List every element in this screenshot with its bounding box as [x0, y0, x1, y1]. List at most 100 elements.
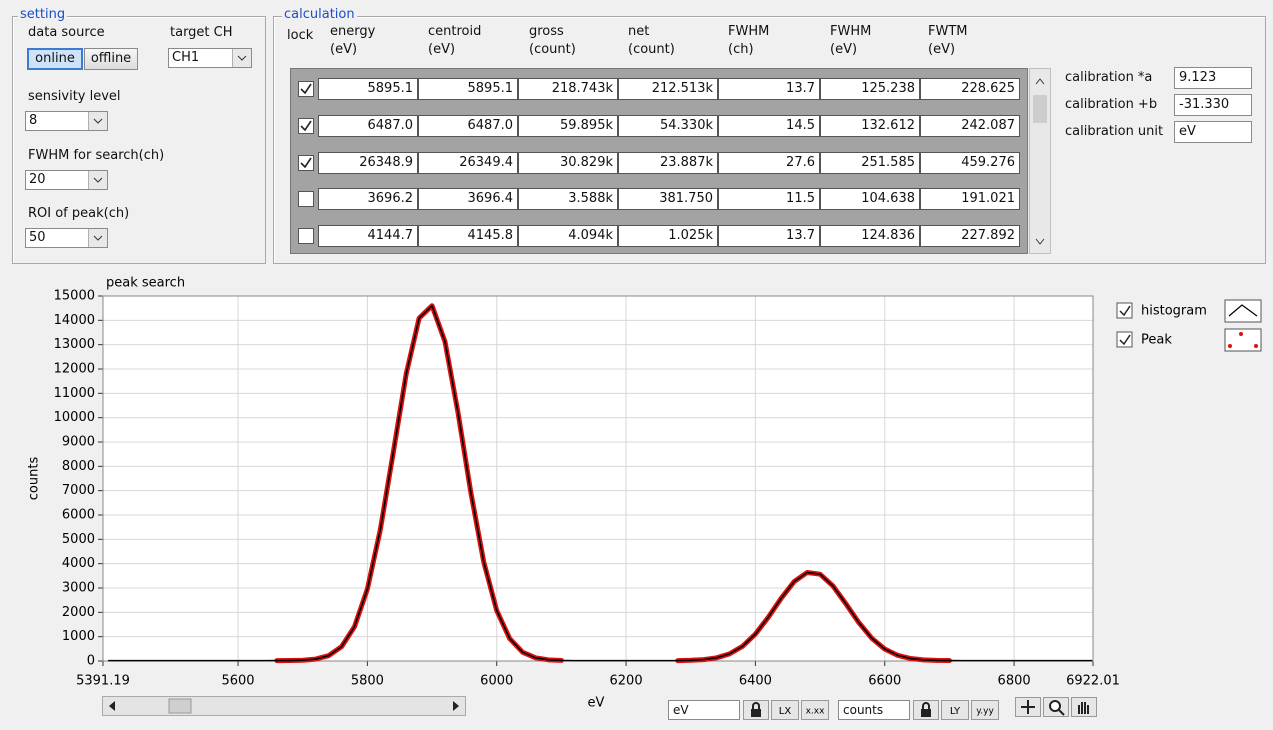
- y-tick-label: 12000: [54, 362, 95, 377]
- dropdown-arrow[interactable]: [232, 49, 251, 67]
- table-cell: 13.7: [718, 78, 820, 100]
- table-cell: 11.5: [718, 188, 820, 211]
- legend-check: [1119, 305, 1131, 317]
- column-header: (ch): [728, 42, 754, 57]
- legend-swatch: [1228, 344, 1232, 348]
- calibration-label: calibration *a: [1065, 70, 1153, 85]
- setting-panel: [12, 16, 266, 264]
- panel-title: setting: [18, 7, 68, 22]
- x-tick-label: 5391.19: [76, 674, 130, 689]
- column-header: (eV): [330, 42, 358, 57]
- table-cell: 5895.1: [318, 78, 418, 100]
- x-tick-label: 6600: [868, 674, 901, 689]
- table-cell: 4145.8: [418, 225, 518, 248]
- panel-title: calculation: [282, 7, 357, 22]
- pan-tool[interactable]: [1071, 697, 1097, 717]
- svg-text:LY: LY: [950, 706, 961, 717]
- x-tick-label: 5800: [351, 674, 384, 689]
- dropdown[interactable]: 8: [25, 111, 108, 131]
- column-header: FWHM: [728, 24, 770, 39]
- y-tick-label: 9000: [62, 435, 95, 450]
- dropdown[interactable]: 50: [25, 228, 108, 248]
- y-tick-label: 5000: [62, 532, 95, 547]
- column-header: gross: [529, 24, 564, 39]
- y-tick-label: 8000: [62, 459, 95, 474]
- table-cell: 54.330k: [618, 114, 718, 137]
- legend-checkbox: [1116, 302, 1133, 319]
- x-scrollbar[interactable]: [102, 696, 466, 716]
- calibration-label: calibration unit: [1065, 124, 1164, 139]
- dropdown-value: CH1: [172, 50, 200, 65]
- toggle-button[interactable]: offline: [84, 48, 138, 70]
- dropdown-arrow[interactable]: [88, 112, 107, 130]
- lock-checkbox[interactable]: [298, 191, 314, 208]
- label: target CH: [170, 25, 233, 40]
- cursor-tool[interactable]: [1015, 697, 1041, 717]
- lock-checkbox[interactable]: [298, 228, 314, 245]
- table-cell: 26349.4: [418, 151, 518, 174]
- column-header: (eV): [428, 42, 456, 57]
- table-cell: 227.892: [920, 225, 1020, 248]
- zoom-tool[interactable]: [1043, 697, 1069, 717]
- table-cell: 1.025k: [618, 225, 718, 248]
- table-cell: 59.895k: [518, 114, 618, 137]
- x-scale-name[interactable]: eV: [668, 700, 740, 720]
- table-cell: 6487.0: [418, 114, 518, 137]
- x-axis-label: eV: [588, 696, 605, 711]
- plot-area: [102, 295, 1094, 662]
- legend-swatch-box: [1224, 328, 1262, 352]
- dropdown[interactable]: 20: [25, 170, 108, 190]
- lock-checkbox[interactable]: [298, 81, 314, 97]
- x-tick-label: 6800: [998, 674, 1031, 689]
- column-header: net: [628, 24, 650, 39]
- column-header: energy: [330, 24, 376, 39]
- dropdown[interactable]: CH1: [168, 48, 252, 68]
- legend-swatch: [1254, 344, 1258, 348]
- lock-button[interactable]: [743, 700, 769, 720]
- table-cell: 23.887k: [618, 151, 718, 174]
- column-header: FWTM: [928, 24, 968, 39]
- table-cell: 5895.1: [418, 78, 518, 100]
- table-cell: 242.087: [920, 114, 1020, 137]
- label: ROI of peak(ch): [28, 206, 130, 221]
- series-line: [107, 304, 1093, 662]
- y-tick-label: 4000: [62, 556, 95, 571]
- x-scale-button[interactable]: LX: [771, 700, 799, 720]
- toggle-button[interactable]: online: [27, 48, 83, 70]
- dropdown-value: 8: [29, 113, 38, 128]
- scrollbar[interactable]: [1029, 68, 1051, 254]
- dropdown-arrow[interactable]: [88, 229, 107, 247]
- column-header: (eV): [928, 42, 956, 57]
- calibration-value: 9.123: [1174, 67, 1252, 89]
- legend-swatch: [1239, 332, 1243, 336]
- y-scale-button[interactable]: LY: [941, 700, 969, 720]
- lock-checkbox[interactable]: [298, 154, 314, 171]
- y-tick-label: 11000: [54, 386, 95, 401]
- y-scale-name[interactable]: counts: [838, 700, 910, 720]
- legend-check: [1119, 334, 1131, 346]
- table-cell: 459.276: [920, 151, 1020, 174]
- x-tick-label: 6200: [610, 674, 643, 689]
- table-cell: 251.585: [820, 151, 920, 174]
- y-tick-label: 0: [87, 654, 95, 669]
- y-axis-label: counts: [27, 457, 42, 501]
- x-tick-label: 6922.01: [1066, 674, 1120, 689]
- table-cell: 14.5: [718, 114, 820, 137]
- y-format-button[interactable]: y.yy: [971, 700, 999, 720]
- column-header: (count): [529, 42, 576, 57]
- column-header: (eV): [830, 42, 858, 57]
- lock-checkbox[interactable]: [298, 117, 314, 134]
- chart-title: peak search: [106, 276, 185, 291]
- dropdown-value: 50: [29, 230, 46, 245]
- y-tick-label: 2000: [62, 605, 95, 620]
- label: data source: [28, 25, 105, 40]
- dropdown-arrow[interactable]: [88, 171, 107, 189]
- x-format-button[interactable]: x.xx: [801, 700, 829, 720]
- lock-button[interactable]: [913, 700, 939, 720]
- y-tick-label: 14000: [54, 313, 95, 328]
- table-cell: 4144.7: [318, 225, 418, 248]
- column-header: centroid: [428, 24, 482, 39]
- table-cell: 26348.9: [318, 151, 418, 174]
- table-cell: 3696.2: [318, 188, 418, 211]
